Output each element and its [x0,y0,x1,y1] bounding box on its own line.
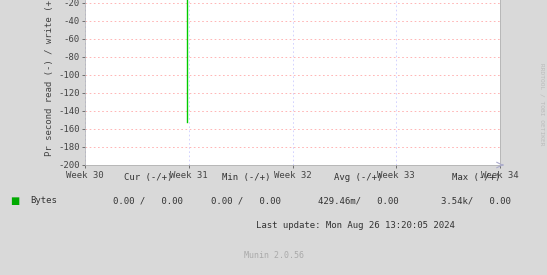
Y-axis label: Pr second read (-) / write (+): Pr second read (-) / write (+) [45,0,54,156]
Text: Min (-/+): Min (-/+) [222,173,270,182]
Text: Max (-/+): Max (-/+) [452,173,500,182]
Text: Munin 2.0.56: Munin 2.0.56 [243,251,304,260]
Text: 3.54k/   0.00: 3.54k/ 0.00 [441,196,511,205]
Text: ■: ■ [10,196,19,206]
Text: 0.00 /   0.00: 0.00 / 0.00 [113,196,183,205]
Text: RRDTOOL / TOBI OETIKER: RRDTOOL / TOBI OETIKER [539,63,544,146]
Text: 0.00 /   0.00: 0.00 / 0.00 [211,196,281,205]
Text: Cur (-/+): Cur (-/+) [124,173,172,182]
Text: Last update: Mon Aug 26 13:20:05 2024: Last update: Mon Aug 26 13:20:05 2024 [256,221,455,230]
Text: Bytes: Bytes [30,196,57,205]
Text: 429.46m/   0.00: 429.46m/ 0.00 [318,196,399,205]
Text: Avg (-/+): Avg (-/+) [334,173,382,182]
